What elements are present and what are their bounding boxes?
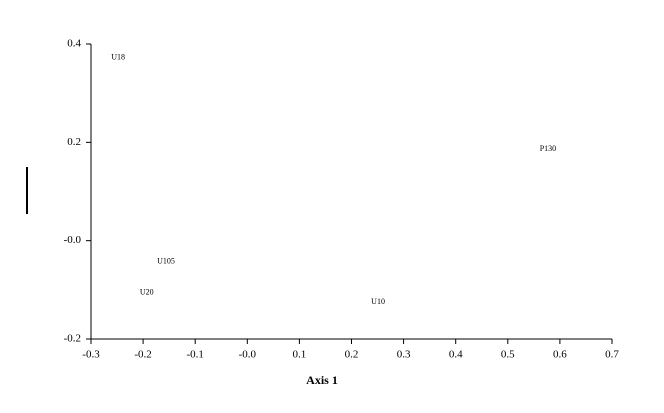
y-tick-label: 0.2 [67,136,81,148]
point-label: U18 [111,53,125,62]
x-tick-label: 0.6 [553,349,567,361]
y-tick-label: 0.4 [67,38,81,50]
y-tick-label: -0.0 [64,234,82,246]
y-tick-label: -0.2 [64,333,81,345]
x-tick-label: -0.3 [82,349,100,361]
x-tick-label: 0.2 [345,349,359,361]
x-tick-label: 0.4 [449,349,463,361]
x-tick-label: -0.1 [186,349,203,361]
x-axis-title: Axis 1 [306,373,338,387]
point-label: P130 [540,144,556,153]
point-label: U105 [157,257,175,266]
x-tick-label: 0.7 [605,349,619,361]
x-tick-label: 0.5 [501,349,515,361]
x-tick-label: -0.0 [239,349,257,361]
point-label: U20 [140,288,154,297]
x-tick-label: 0.1 [293,349,307,361]
point-label: U10 [371,297,385,306]
x-tick-label: 0.3 [397,349,411,361]
x-tick-label: -0.2 [134,349,151,361]
